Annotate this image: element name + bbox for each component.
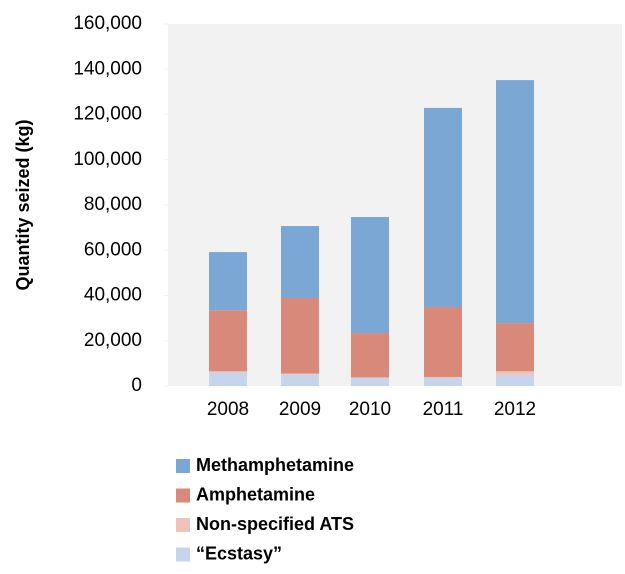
bar-segment [209,310,247,372]
x-tick-label: 2012 [494,399,536,420]
bar-segment [281,373,319,375]
legend-label: Methamphetamine [196,455,354,475]
bar-segment [281,297,319,374]
x-tick-label: 2010 [349,399,391,420]
bar-segment [281,374,319,386]
bar-segment [424,307,462,377]
bar-segment [351,216,389,334]
legend-label: Non-specified ATS [196,514,354,534]
bar-segment [424,107,462,308]
bar-segment [496,323,534,372]
x-tick-label: 2011 [423,399,464,420]
y-tick-label: 100,000 [73,149,142,170]
bar-segment [351,333,389,378]
bar-segment [209,371,247,373]
y-tick-label: 60,000 [84,239,142,260]
legend-swatch [176,547,190,562]
bar-segment [209,372,247,386]
legend-swatch [176,518,190,532]
bar-segment [424,378,462,386]
legend-label: Amphetamine [196,484,315,504]
y-tick-label: 0 [131,375,142,396]
legend-swatch [176,459,190,473]
bar-segment [351,378,389,386]
y-tick-label: 120,000 [73,104,142,125]
bar-segment [496,374,534,386]
bar-segment [424,376,462,379]
x-tick-label: 2008 [207,399,249,420]
x-tick-label: 2009 [279,399,321,420]
bar-segment [281,226,319,298]
y-tick-label: 20,000 [84,330,142,351]
legend-swatch [176,488,190,503]
y-axis-title: Quantity seized (kg) [13,119,33,290]
y-tick-label: 140,000 [73,58,142,79]
bar-segment [496,371,534,375]
bar-segment [209,252,247,311]
y-tick-label: 40,000 [84,285,142,306]
bar-segment [496,80,534,324]
y-tick-label: 160,000 [73,13,142,34]
y-tick-label: 80,000 [84,194,142,215]
bar-segment [351,377,389,379]
legend-label: “Ecstasy” [196,543,282,563]
